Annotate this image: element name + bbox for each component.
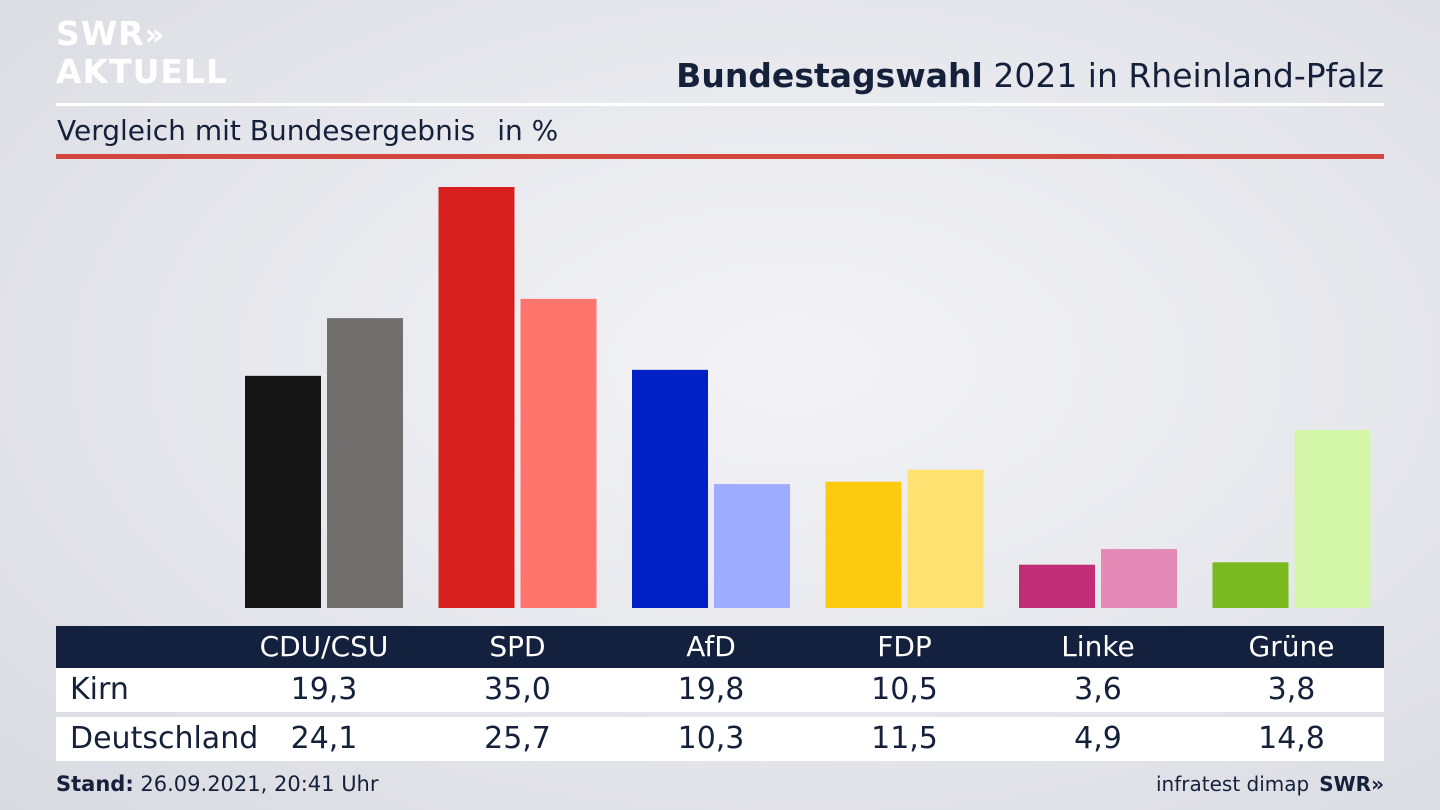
bar-gr-ne-kirn — [1212, 562, 1289, 608]
value-deutschland-linke: 4,9 — [1074, 721, 1122, 756]
table-row-deutschland — [56, 717, 1384, 761]
value-deutschland-spd: 25,7 — [484, 721, 551, 756]
value-kirn-linke: 3,6 — [1074, 672, 1122, 707]
table-row-kirn — [56, 668, 1384, 712]
logo-swr-text: SWR — [56, 14, 145, 53]
category-label-spd: SPD — [489, 630, 546, 663]
swr-footer-logo: SWR» — [1319, 772, 1384, 796]
bar-fdp-deutschland — [907, 469, 984, 608]
logo-chevron-icon: » — [144, 18, 165, 53]
category-label-linke: Linke — [1061, 630, 1135, 663]
timestamp: Stand: 26.09.2021, 20:41 Uhr — [56, 772, 379, 796]
bar-linke-deutschland — [1101, 549, 1177, 608]
title-bold-part: Bundestagswahl — [676, 56, 983, 95]
subtitle-unit: in % — [497, 114, 559, 147]
category-label-gr-ne: Grüne — [1248, 630, 1335, 663]
timestamp-label: Stand: — [56, 772, 134, 796]
subtitle-text: Vergleich mit Bundesergebnis — [57, 114, 476, 147]
source-text: infratest dimap — [1156, 772, 1310, 796]
value-kirn-fdp: 10,5 — [871, 672, 938, 707]
value-kirn-afd: 19,8 — [677, 672, 745, 707]
value-deutschland-gr-ne: 14,8 — [1258, 721, 1325, 756]
bar-cdu-csu-deutschland — [327, 318, 403, 608]
bar-fdp-kirn — [825, 481, 902, 608]
value-kirn-spd: 35,0 — [484, 672, 551, 707]
logo-aktuell-text: AKTUELL — [56, 52, 229, 91]
bar-spd-kirn — [438, 187, 515, 608]
subtitle: Vergleich mit Bundesergebnis in % — [57, 114, 558, 147]
row-label-kirn: Kirn — [70, 672, 129, 707]
bar-gr-ne-deutschland — [1294, 429, 1371, 608]
row-label-deutschland: Deutschland — [70, 721, 259, 756]
bar-afd-kirn — [632, 369, 708, 608]
value-kirn-cdu-csu: 19,3 — [290, 672, 358, 707]
timestamp-value: 26.09.2021, 20:41 Uhr — [140, 772, 379, 796]
title-divider — [56, 103, 1384, 106]
bar-linke-kirn — [1019, 564, 1095, 608]
bar-afd-deutschland — [714, 484, 790, 608]
swr-aktuell-logo: SWR» AKTUELL — [56, 16, 228, 90]
value-kirn-gr-ne: 3,8 — [1267, 672, 1316, 707]
table-header — [56, 626, 1384, 668]
source-credit: infratest dimap SWR» — [1156, 772, 1384, 796]
category-label-cdu-csu: CDU/CSU — [259, 630, 389, 663]
value-deutschland-cdu-csu: 24,1 — [290, 721, 358, 756]
value-deutschland-fdp: 11,5 — [871, 721, 938, 756]
bar-spd-deutschland — [520, 298, 597, 608]
value-deutschland-afd: 10,3 — [677, 721, 745, 756]
title-rest-part: 2021 in Rheinland-Pfalz — [993, 56, 1384, 95]
category-label-fdp: FDP — [877, 630, 932, 663]
category-label-afd: AfD — [686, 630, 736, 663]
bar-cdu-csu-kirn — [245, 375, 321, 608]
page-title: Bundestagswahl 2021 in Rheinland-Pfalz — [676, 56, 1384, 95]
accent-divider — [56, 154, 1384, 159]
